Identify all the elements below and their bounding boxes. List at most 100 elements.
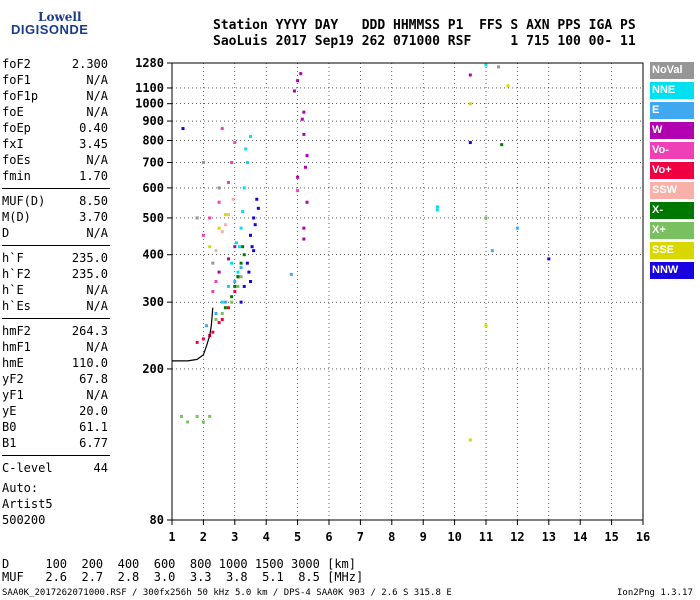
param-name: h`F xyxy=(2,251,24,265)
data-point xyxy=(435,208,439,212)
param-value: N/A xyxy=(86,89,108,103)
param-value: 67.8 xyxy=(79,372,108,386)
data-point xyxy=(201,233,205,237)
data-point xyxy=(233,290,237,293)
data-point xyxy=(220,127,224,131)
legend-entry: Vo+ xyxy=(650,162,694,179)
data-point xyxy=(249,134,252,138)
data-point xyxy=(220,318,224,322)
footer-version: Ion2Png 1.3.17 xyxy=(617,588,693,598)
param-row: B0 61.1 xyxy=(2,419,110,435)
param-name: D xyxy=(2,226,10,240)
data-point xyxy=(220,230,224,234)
x-tick-label: 5 xyxy=(294,530,301,544)
x-tick-label: 13 xyxy=(542,530,556,544)
param-value: 0.40 xyxy=(79,121,108,135)
data-point xyxy=(302,237,306,241)
param-value: N/A xyxy=(86,388,108,402)
station-header: Station YYYY DAY DDD HHMMSS P1 FFS S AXN… xyxy=(213,18,636,50)
data-point xyxy=(217,226,221,230)
param-name: yF2 xyxy=(2,372,24,386)
notes-line3: 500200 xyxy=(2,513,46,527)
data-point xyxy=(252,216,256,220)
param-name: C-level xyxy=(2,461,53,475)
param-row: fxI 3.45 xyxy=(2,136,110,152)
x-tick-label: 11 xyxy=(479,530,493,544)
data-point xyxy=(435,205,439,209)
data-point xyxy=(217,186,221,190)
data-point xyxy=(217,321,221,325)
x-tick-label: 6 xyxy=(325,530,332,544)
data-point xyxy=(252,249,256,253)
param-name: h`F2 xyxy=(2,267,31,281)
param-separator xyxy=(2,455,110,456)
data-point xyxy=(305,154,309,158)
data-point xyxy=(468,438,472,442)
param-value: 61.1 xyxy=(79,420,108,434)
data-point xyxy=(233,284,237,288)
autoscale-notes: Auto: Artist5 500200 xyxy=(2,480,53,528)
legend-entry: SSE xyxy=(650,242,694,259)
data-point xyxy=(299,72,303,76)
direction-legend: NoVal NNE E W Vo- Vo+ SSW X- X+ SSE NNW xyxy=(650,62,694,282)
x-tick-label: 10 xyxy=(447,530,461,544)
data-point xyxy=(305,200,309,204)
data-point xyxy=(181,127,185,131)
param-row: yF1 N/A xyxy=(2,387,110,403)
y-tick-label: 1000 xyxy=(135,97,164,111)
param-name: hmF1 xyxy=(2,340,31,354)
param-row: h`Es N/A xyxy=(2,298,110,314)
param-row: h`F2 235.0 xyxy=(2,266,110,282)
y-tick-label: 80 xyxy=(150,513,164,527)
param-value: N/A xyxy=(86,299,108,313)
legend-entry: X+ xyxy=(650,222,694,239)
data-point xyxy=(233,141,237,145)
data-point xyxy=(231,197,235,201)
data-point xyxy=(302,110,306,114)
param-name: foF2 xyxy=(2,57,31,71)
y-tick-label: 500 xyxy=(142,211,164,225)
data-point xyxy=(490,249,494,253)
data-point xyxy=(214,280,218,284)
data-point xyxy=(227,213,231,217)
param-row: hmE 110.0 xyxy=(2,355,110,371)
data-point xyxy=(217,200,221,204)
data-point xyxy=(233,280,237,284)
param-row: M(D) 3.70 xyxy=(2,209,110,225)
param-row: MUF(D) 8.50 xyxy=(2,193,110,209)
data-point xyxy=(506,84,510,88)
data-point xyxy=(303,165,307,169)
y-tick-label: 1100 xyxy=(135,81,164,95)
legend-entry: W xyxy=(650,122,694,139)
y-tick-label: 900 xyxy=(142,114,164,128)
param-value: N/A xyxy=(86,283,108,297)
data-point xyxy=(244,147,248,151)
x-tick-label: 9 xyxy=(420,530,427,544)
data-point xyxy=(484,216,488,220)
data-point xyxy=(238,245,242,249)
param-value: N/A xyxy=(86,105,108,119)
param-row: h`F 235.0 xyxy=(2,250,110,266)
param-value: N/A xyxy=(86,226,108,240)
data-point xyxy=(214,312,218,316)
data-point xyxy=(208,414,212,418)
y-tick-label: 800 xyxy=(142,133,164,147)
param-name: h`Es xyxy=(2,299,31,313)
data-point xyxy=(195,414,199,418)
param-row: B1 6.77 xyxy=(2,435,110,451)
x-tick-label: 14 xyxy=(573,530,587,544)
data-point xyxy=(239,226,243,230)
param-name: foEp xyxy=(2,121,31,135)
legend-entry: X- xyxy=(650,202,694,219)
param-row: C-level 44 xyxy=(2,460,110,476)
param-row: foF1p N/A xyxy=(2,88,110,104)
y-tick-label: 600 xyxy=(142,181,164,195)
data-point xyxy=(223,306,227,310)
data-point xyxy=(217,270,221,274)
data-point xyxy=(500,143,504,147)
param-row: fmin 1.70 xyxy=(2,168,110,184)
x-tick-label: 8 xyxy=(388,530,395,544)
data-point xyxy=(230,295,234,299)
logo-line2: DIGISONDE xyxy=(11,22,89,37)
param-row: hmF2 264.3 xyxy=(2,323,110,339)
